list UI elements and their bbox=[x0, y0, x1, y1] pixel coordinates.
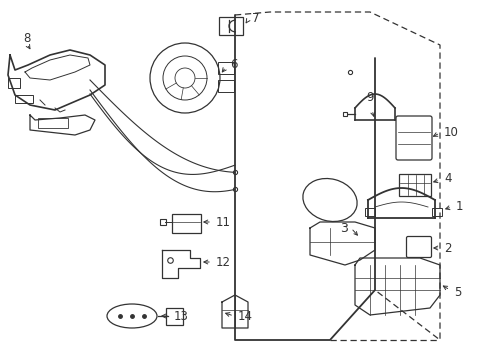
Text: 8: 8 bbox=[23, 31, 31, 45]
Text: 1: 1 bbox=[455, 199, 463, 212]
Text: 10: 10 bbox=[443, 126, 458, 139]
Text: 6: 6 bbox=[229, 58, 237, 72]
Text: 13: 13 bbox=[174, 310, 188, 323]
Text: 14: 14 bbox=[238, 310, 252, 324]
Text: 3: 3 bbox=[340, 221, 347, 234]
Text: 7: 7 bbox=[251, 13, 259, 26]
Text: 9: 9 bbox=[366, 91, 373, 104]
Text: 11: 11 bbox=[216, 216, 230, 229]
Text: 2: 2 bbox=[443, 242, 450, 255]
Text: 5: 5 bbox=[453, 285, 461, 298]
Text: 4: 4 bbox=[443, 172, 450, 185]
Text: 12: 12 bbox=[216, 256, 230, 269]
